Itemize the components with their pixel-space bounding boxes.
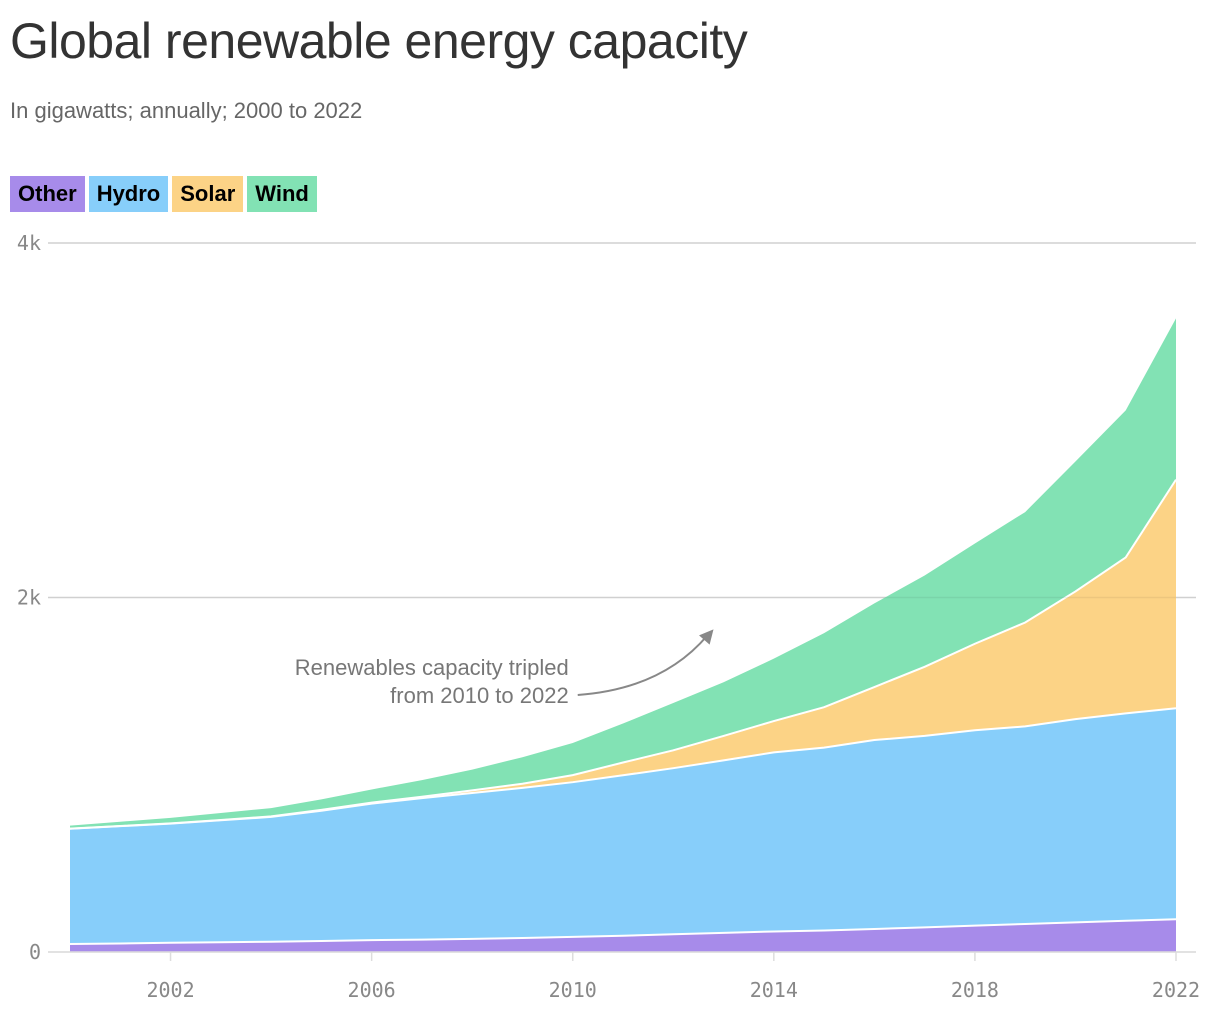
annotation: Renewables capacity tripled from 2010 to … xyxy=(295,629,714,708)
series-boundary-other xyxy=(69,918,1177,946)
x-tick-label: 2010 xyxy=(549,978,597,1002)
annotation-arrowhead xyxy=(699,629,714,645)
legend-item-solar: Solar xyxy=(172,176,244,212)
y-tick-label: 4k xyxy=(17,231,41,255)
x-tick-label: 2018 xyxy=(951,978,999,1002)
x-tick-label: 2022 xyxy=(1152,978,1200,1002)
stacked-areas xyxy=(48,242,1196,952)
legend-item-other: Other xyxy=(10,176,85,212)
area-other xyxy=(70,919,1176,952)
y-tick-label: 0 xyxy=(29,940,41,964)
x-tick-label: 2006 xyxy=(348,978,396,1002)
x-tick-label: 2002 xyxy=(146,978,194,1002)
legend-item-hydro: Hydro xyxy=(88,176,169,212)
annotation-arrow xyxy=(577,634,709,696)
chart-title: Global renewable energy capacity xyxy=(10,13,748,69)
area-hydro xyxy=(70,708,1176,945)
legend: Other Hydro Solar Wind xyxy=(10,176,317,212)
legend-item-wind: Wind xyxy=(247,176,317,212)
series-boundary-solar xyxy=(69,479,1177,830)
area-solar xyxy=(70,479,1176,829)
annotation-text-line: Renewables capacity tripled xyxy=(295,655,569,680)
chart-subtitle: In gigawatts; annually; 2000 to 2022 xyxy=(10,98,363,123)
area-wind xyxy=(70,318,1176,829)
x-tick-label: 2014 xyxy=(750,978,798,1002)
annotation-text-line: from 2010 to 2022 xyxy=(390,683,569,708)
y-tick-label: 2k xyxy=(17,586,41,610)
axes: 0 2k 4k 2002 2006 2010 2014 2018 2022 xyxy=(17,231,1200,1002)
